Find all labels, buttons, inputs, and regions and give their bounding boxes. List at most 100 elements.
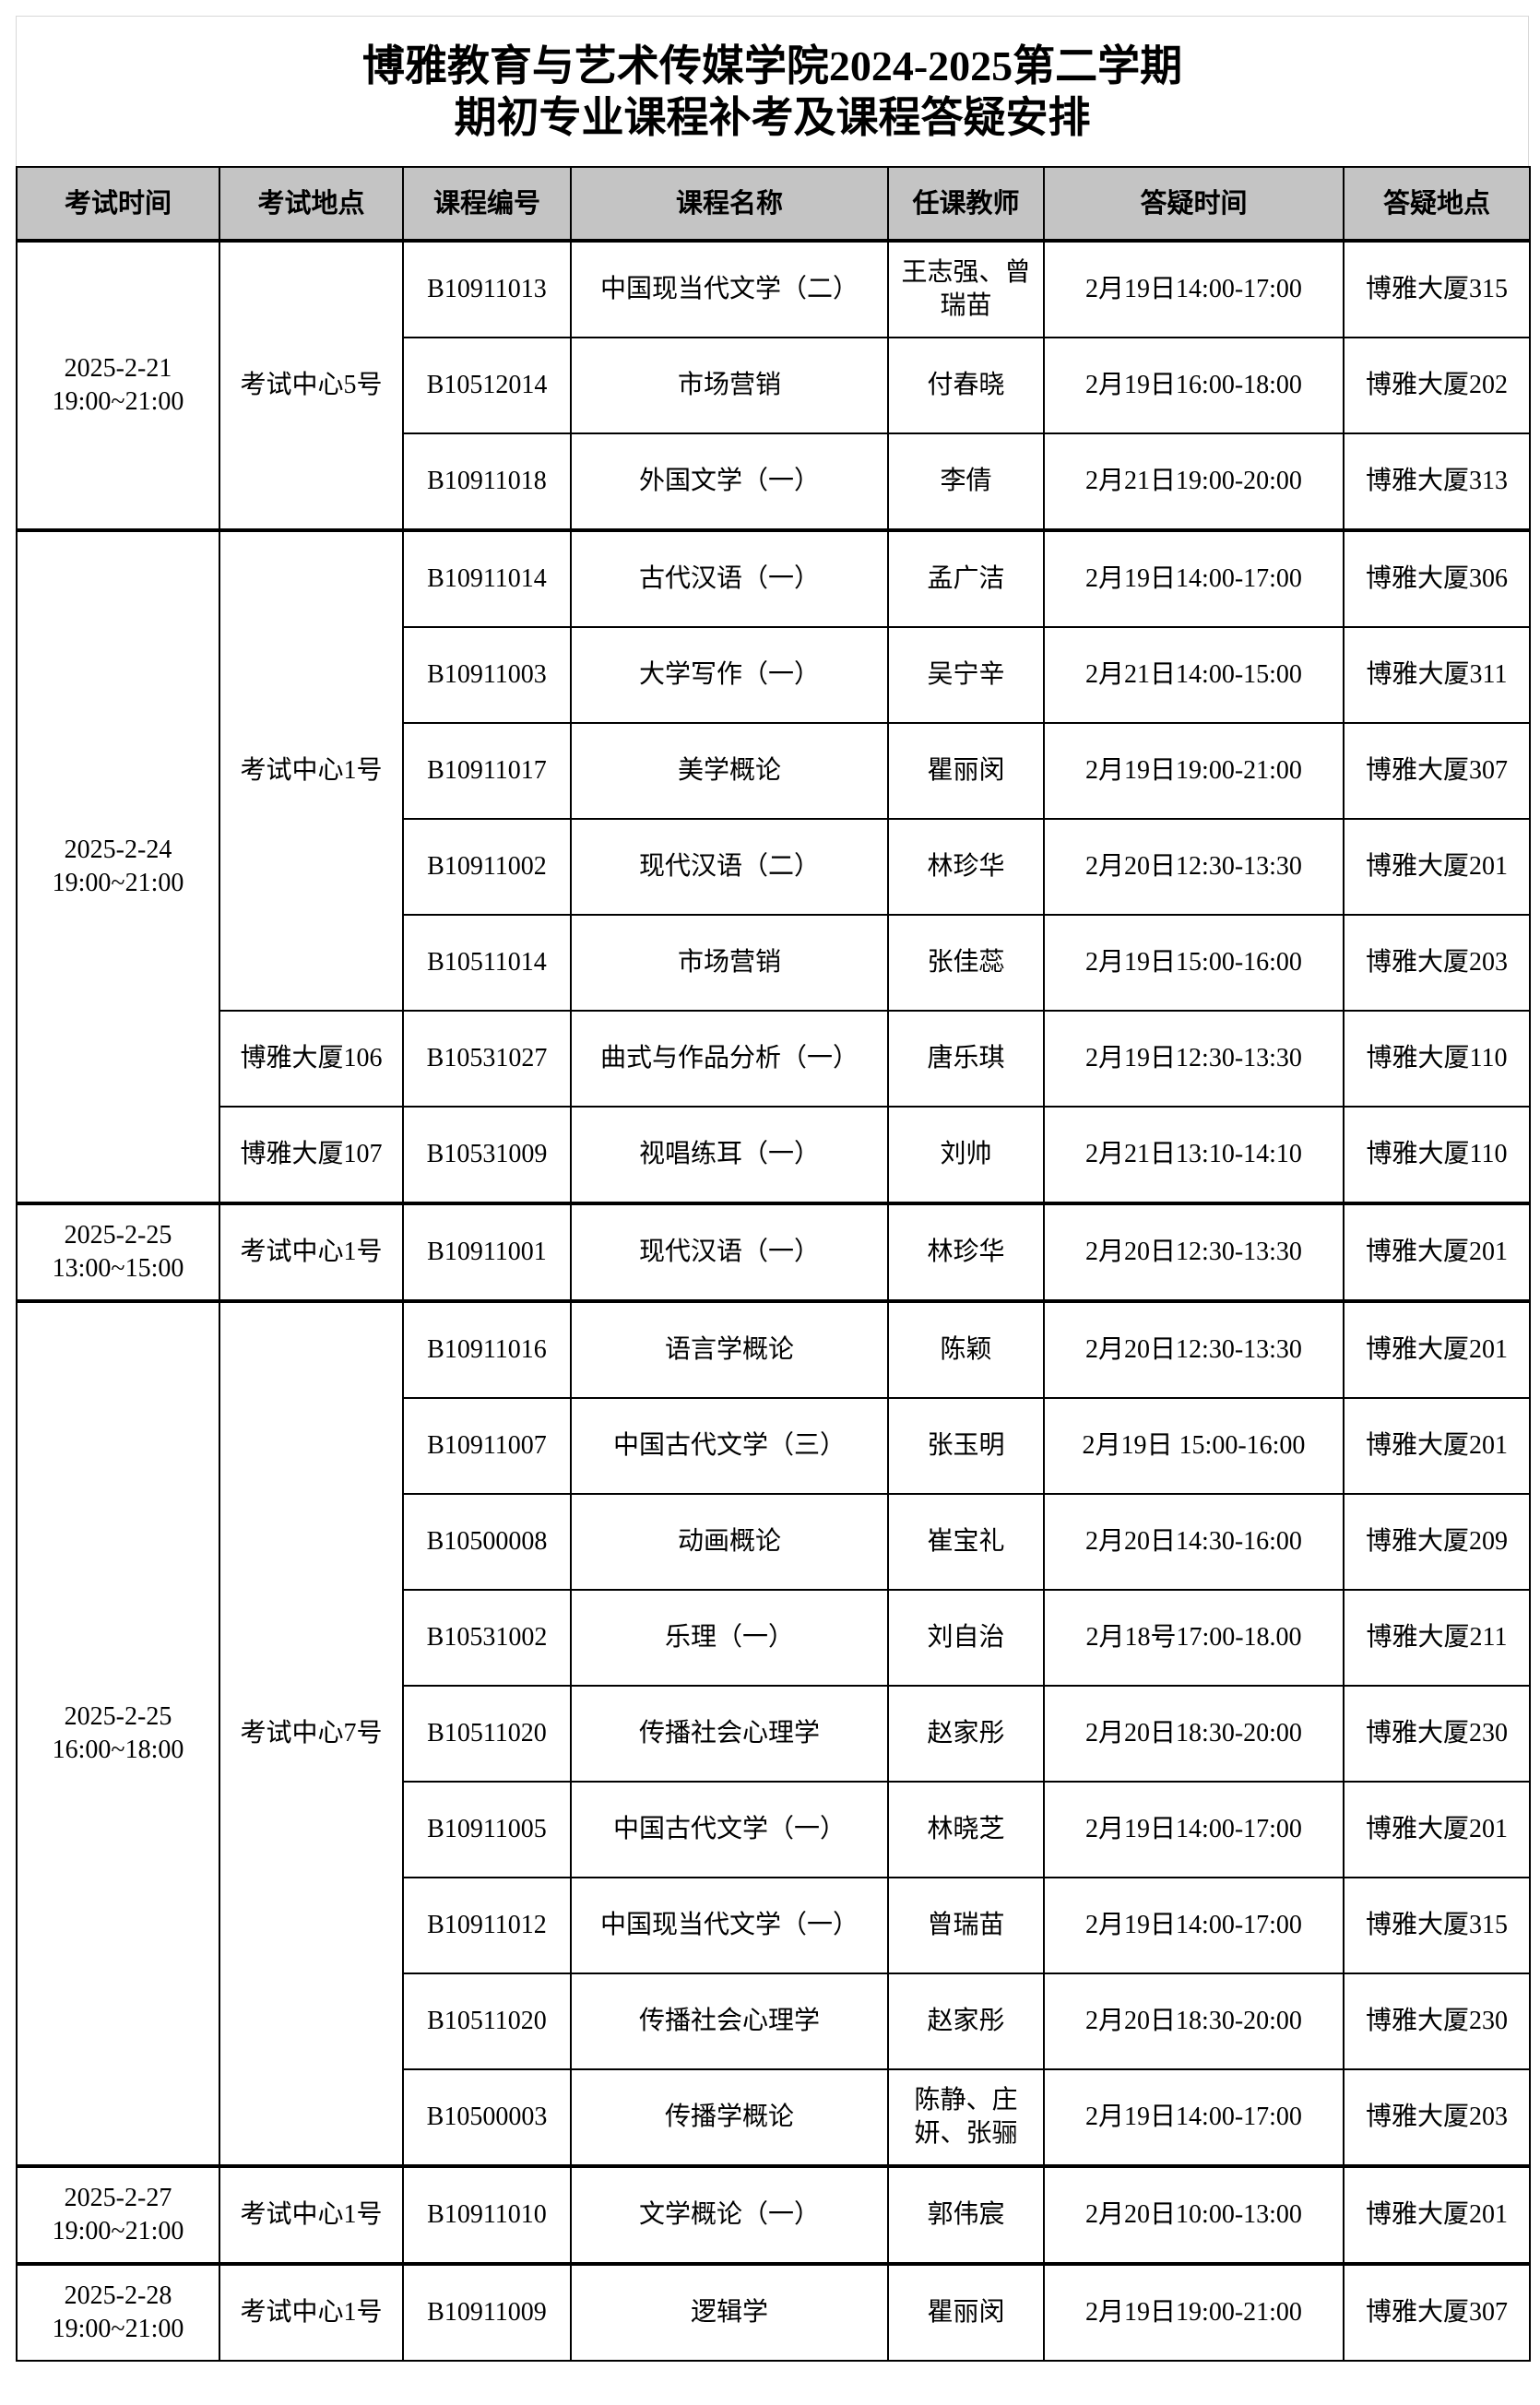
course-name-cell: 现代汉语（一） [570, 1202, 889, 1302]
table-row: B10911007 中国古代文学（三） 张玉明 2月19日 15:00-16:00 博雅… [17, 1397, 1531, 1495]
course-name-cell: 市场营销 [570, 914, 889, 1012]
qa-location-cell: 博雅大厦201 [1343, 2164, 1531, 2265]
teacher-cell: 吴宁辛 [887, 626, 1045, 724]
course-code-cell: B10511014 [402, 914, 572, 1012]
exam-location-cell: 博雅大厦106 [219, 1010, 404, 1108]
qa-location-cell: 博雅大厦315 [1343, 239, 1531, 338]
table-row: B10511014 市场营销 张佳蕊 2月19日15:00-16:00 博雅大厦203 [17, 914, 1531, 1012]
course-code-cell: B10911017 [402, 722, 572, 820]
exam-time-cell: 2025-2-27 19:00~21:00 [16, 2164, 220, 2265]
qa-location-cell: 博雅大厦313 [1343, 432, 1531, 531]
header-course-name: 课程名称 [570, 166, 889, 242]
qa-location-cell: 博雅大厦201 [1343, 818, 1531, 916]
teacher-cell: 瞿丽闵 [887, 722, 1045, 820]
teacher-cell: 瞿丽闵 [887, 2262, 1045, 2362]
table-row: 2025-2-24 19:00~21:00 考试中心1号 B10911014 古代汉语（… [16, 528, 1531, 1204]
course-code-cell: B10911005 [402, 1781, 572, 1878]
qa-time-cell: 2月19日15:00-16:00 [1043, 914, 1345, 1012]
course-name-cell: 中国现当代文学（一） [570, 1877, 889, 1974]
exam-time-range: 13:00~15:00 [52, 1254, 184, 1283]
course-code-cell: B10531002 [402, 1589, 572, 1687]
exam-time-range: 19:00~21:00 [52, 2217, 184, 2245]
course-name-cell: 中国古代文学（三） [570, 1397, 889, 1495]
course-name-cell: 视唱练耳（一） [570, 1106, 889, 1204]
course-name-cell: 动画概论 [570, 1493, 889, 1591]
teacher-cell: 陈颖 [887, 1299, 1045, 1399]
teacher-cell: 孟广洁 [887, 528, 1045, 628]
qa-location-cell: 博雅大厦201 [1343, 1299, 1531, 1399]
teacher-cell: 张玉明 [887, 1397, 1045, 1495]
document-title: 博雅教育与艺术传媒学院2024-2025第二学期 期初专业课程补考及课程答疑安排 [16, 16, 1529, 166]
teacher-cell: 赵家彤 [887, 1973, 1045, 2070]
teacher-cell: 王志强、曾瑞苗 [887, 239, 1045, 338]
table-row: 2025-2-28 19:00~21:00 考试中心1号 B10911009 逻辑学 瞿丽… [16, 2262, 1531, 2362]
course-code-cell: B10512014 [402, 337, 572, 434]
header-teacher: 任课教师 [887, 166, 1045, 242]
exam-location-cell: 考试中心1号 [219, 2262, 404, 2362]
qa-location-cell: 博雅大厦306 [1343, 528, 1531, 628]
qa-time-cell: 2月20日18:30-20:00 [1043, 1973, 1345, 2070]
course-code-cell: B10911002 [402, 818, 572, 916]
qa-location-cell: 博雅大厦230 [1343, 1685, 1531, 1783]
exam-time-range: 19:00~21:00 [52, 869, 184, 897]
course-name-cell: 大学写作（一） [570, 626, 889, 724]
exam-date: 2025-2-21 [64, 354, 172, 383]
table-row: 博雅大厦107 B10531009 视唱练耳（一） 刘帅 2月21日13:10-14:1… [17, 1106, 1531, 1204]
course-code-cell: B10531009 [402, 1106, 572, 1204]
qa-time-cell: 2月21日14:00-15:00 [1043, 626, 1345, 724]
qa-time-cell: 2月20日12:30-13:30 [1043, 1299, 1345, 1399]
qa-location-cell: 博雅大厦230 [1343, 1973, 1531, 2070]
course-name-cell: 传播社会心理学 [570, 1685, 889, 1783]
course-code-cell: B10911009 [402, 2262, 572, 2362]
qa-time-cell: 2月20日18:30-20:00 [1043, 1685, 1345, 1783]
exam-location-cell: 考试中心5号 [219, 239, 404, 531]
qa-time-cell: 2月19日19:00-21:00 [1043, 722, 1345, 820]
qa-location-cell: 博雅大厦201 [1343, 1781, 1531, 1878]
course-name-cell: 美学概论 [570, 722, 889, 820]
qa-time-cell: 2月19日14:00-17:00 [1043, 1877, 1345, 1974]
course-code-cell: B10531027 [402, 1010, 572, 1108]
exam-date: 2025-2-25 [64, 1702, 172, 1731]
teacher-cell: 刘帅 [887, 1106, 1045, 1204]
qa-time-cell: 2月20日12:30-13:30 [1043, 818, 1345, 916]
teacher-cell: 刘自治 [887, 1589, 1045, 1687]
qa-location-cell: 博雅大厦110 [1343, 1106, 1531, 1204]
course-code-cell: B10911007 [402, 1397, 572, 1495]
qa-location-cell: 博雅大厦201 [1343, 1397, 1531, 1495]
qa-time-cell: 2月19日14:00-17:00 [1043, 528, 1345, 628]
teacher-cell: 张佳蕊 [887, 914, 1045, 1012]
qa-location-cell: 博雅大厦203 [1343, 2068, 1531, 2167]
qa-location-cell: 博雅大厦203 [1343, 914, 1531, 1012]
exam-date: 2025-2-25 [64, 1221, 172, 1250]
qa-time-cell: 2月21日13:10-14:10 [1043, 1106, 1345, 1204]
qa-location-cell: 博雅大厦311 [1343, 626, 1531, 724]
course-code-cell: B10911018 [402, 432, 572, 531]
qa-time-cell: 2月19日14:00-17:00 [1043, 2068, 1345, 2167]
course-code-cell: B10911013 [402, 239, 572, 338]
table-row: B10512014 市场营销 付春晓 2月19日16:00-18:00 博雅大厦202 [17, 337, 1531, 434]
exam-time-cell: 2025-2-25 16:00~18:00 [16, 1299, 220, 2167]
exam-time-cell: 2025-2-21 19:00~21:00 [16, 239, 220, 531]
qa-location-cell: 博雅大厦307 [1343, 722, 1531, 820]
qa-time-cell: 2月19日14:00-17:00 [1043, 239, 1345, 338]
qa-location-cell: 博雅大厦307 [1343, 2262, 1531, 2362]
course-name-cell: 古代汉语（一） [570, 528, 889, 628]
exam-location-cell: 考试中心1号 [219, 2164, 404, 2265]
teacher-cell: 林珍华 [887, 1202, 1045, 1302]
header-exam-time: 考试时间 [16, 166, 220, 242]
exam-date: 2025-2-24 [64, 835, 172, 864]
course-name-cell: 曲式与作品分析（一） [570, 1010, 889, 1108]
header-course-code: 课程编号 [402, 166, 572, 242]
table-row: B10531002 乐理（一） 刘自治 2月18号17:00-18.00 博雅大厦211 [17, 1589, 1531, 1687]
course-name-cell: 中国现当代文学（二） [570, 239, 889, 338]
table-row: 2025-2-27 19:00~21:00 考试中心1号 B10911010 文学概论（… [16, 2164, 1531, 2265]
header-row: 考试时间 考试地点 课程编号 课程名称 任课教师 答疑时间 答疑地点 [16, 166, 1531, 242]
table-row: B10911017 美学概论 瞿丽闵 2月19日19:00-21:00 博雅大厦307 [17, 722, 1531, 820]
course-name-cell: 语言学概论 [570, 1299, 889, 1399]
table-row: 博雅大厦106 B10531027 曲式与作品分析（一） 唐乐琪 2月19日12:30-… [17, 1010, 1531, 1108]
qa-location-cell: 博雅大厦110 [1343, 1010, 1531, 1108]
qa-time-cell: 2月21日19:00-20:00 [1043, 432, 1345, 531]
teacher-cell: 赵家彤 [887, 1685, 1045, 1783]
course-code-cell: B10500008 [402, 1493, 572, 1591]
table-row: B10500003 传播学概论 陈静、庄妍、张骊 2月19日14:00-17:00 博雅… [17, 2068, 1531, 2167]
